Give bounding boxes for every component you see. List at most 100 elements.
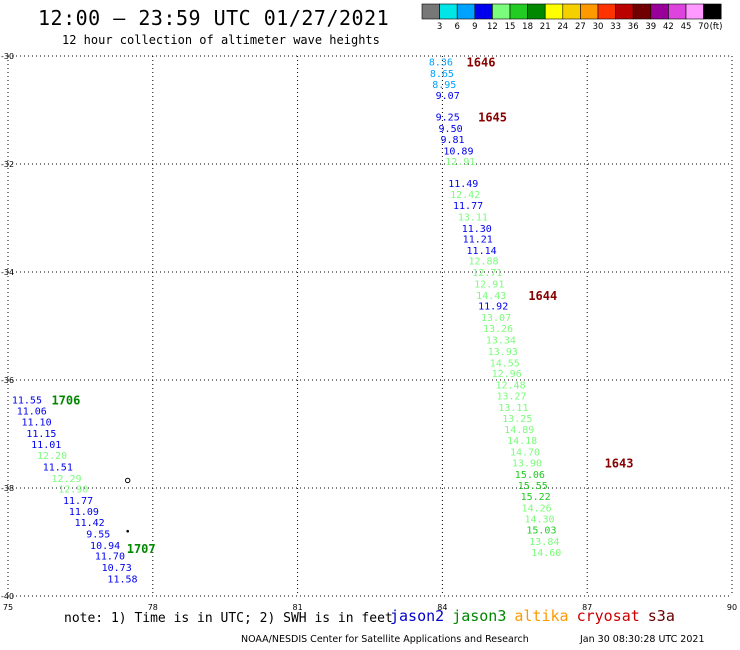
- color-scale-label: 45: [681, 22, 692, 32]
- wave-height-label: 11.06: [17, 406, 47, 417]
- wave-height-label: 14.26: [522, 504, 552, 515]
- x-tick-label: 90: [727, 603, 737, 612]
- wave-height-label: 13.93: [488, 347, 518, 358]
- y-tick-label: -32: [1, 160, 14, 169]
- color-scale-unit: (ft): [710, 22, 723, 32]
- pass-time-label: 1643: [605, 457, 634, 471]
- satellite-legend-item: s3a: [647, 607, 675, 625]
- color-scale-swatch: [685, 3, 704, 20]
- pass-time-label: 1646: [467, 55, 496, 69]
- wave-height-label: 10.89: [443, 147, 473, 158]
- wave-height-label: 13.26: [483, 324, 513, 335]
- credit-line: NOAA/NESDIS Center for Satellite Applica…: [241, 634, 529, 645]
- color-scale-swatch: [527, 3, 546, 20]
- color-scale-label: 15: [505, 22, 516, 32]
- wave-height-label: 11.70: [95, 552, 125, 563]
- wave-height-label: 14.70: [510, 447, 540, 458]
- color-scale-swatch: [668, 3, 687, 20]
- wave-height-label: 12.91: [474, 279, 504, 290]
- wave-height-label: 12.20: [37, 451, 67, 462]
- color-scale-swatch: [562, 3, 581, 20]
- satellite-legend-item: jason2: [390, 607, 445, 625]
- x-tick-label: 75: [3, 603, 13, 612]
- wave-height-label: 14.43: [476, 291, 506, 302]
- pass-time-label: 1644: [528, 289, 557, 303]
- color-scale-swatch: [632, 3, 652, 20]
- wave-height-label: 9.07: [436, 91, 460, 102]
- color-scale-label: 6: [454, 22, 459, 32]
- wave-height-label: 11.49: [448, 179, 478, 190]
- x-tick-label: 78: [148, 603, 158, 612]
- satellite-legend-item: cryosat: [576, 607, 640, 625]
- color-scale-label: 9: [472, 22, 477, 32]
- dot-marker: [126, 529, 130, 533]
- color-scale-label: 12: [487, 22, 498, 32]
- generation-timestamp: Jan 30 08:30:28 UTC 2021: [580, 634, 705, 645]
- y-tick-label: -30: [1, 52, 14, 61]
- wave-height-label: 11.14: [467, 246, 497, 257]
- ring-marker: [125, 477, 131, 484]
- wave-height-label: 14.55: [490, 358, 520, 369]
- wave-height-label: 11.10: [22, 418, 52, 429]
- wave-height-label: 11.21: [463, 235, 493, 246]
- wave-height-label: 9.55: [86, 529, 110, 540]
- color-scale-swatch: [474, 3, 493, 20]
- wave-height-label: 11.92: [478, 302, 508, 313]
- x-tick-label: 84: [437, 603, 447, 612]
- data-marks: 8.368.658.959.079.259.509.8110.8912.9111…: [12, 55, 634, 585]
- color-scale-label: 36: [628, 22, 639, 32]
- pass-time-label: 1707: [127, 542, 156, 556]
- chart-grid: [7, 55, 733, 597]
- color-scale-label: 39: [645, 22, 656, 32]
- x-tick-label: 87: [582, 603, 592, 612]
- wave-height-label: 8.65: [430, 69, 454, 80]
- color-scale-label: 33: [610, 22, 621, 32]
- wave-height-label: 10.73: [102, 563, 132, 574]
- satellite-legend-item: jason3: [452, 607, 507, 625]
- wave-height-label: 14.89: [504, 425, 534, 436]
- wave-height-label: 12.29: [51, 474, 81, 485]
- wave-height-label: 15.55: [518, 481, 548, 492]
- wave-height-label: 9.25: [436, 113, 460, 124]
- footnote: note: 1) Time is in UTC; 2) SWH is in fe…: [64, 611, 393, 626]
- pass-time-label: 1645: [478, 111, 507, 125]
- y-tick-label: -38: [1, 484, 14, 493]
- wave-height-label: 13.25: [502, 414, 532, 425]
- color-scale-legend: 3 6 9 12 15 18 21 24 27 30 33 36 39 42 45 70 (ft): [421, 3, 723, 32]
- wave-height-label: 11.51: [43, 462, 73, 473]
- wave-height-label: 8.36: [429, 57, 453, 68]
- color-scale-label: 3: [437, 22, 442, 32]
- wave-height-label: 13.34: [486, 336, 516, 347]
- wave-height-label: 11.55: [12, 396, 42, 407]
- wave-height-label: 11.77: [63, 496, 93, 507]
- color-scale-label: 30: [593, 22, 604, 32]
- wave-height-label: 11.30: [462, 224, 492, 235]
- color-scale-label: 70: [698, 22, 709, 32]
- x-tick-label: 81: [293, 603, 303, 612]
- color-scale-label: 24: [557, 22, 568, 32]
- wave-height-label: 8.95: [432, 80, 456, 91]
- y-tick-label: -34: [1, 268, 14, 277]
- wave-height-label: 11.15: [26, 429, 56, 440]
- color-scale-swatch: [650, 3, 669, 20]
- wave-height-label: 13.27: [496, 392, 526, 403]
- color-scale-swatch: [439, 3, 458, 20]
- color-scale-swatch: [703, 3, 722, 20]
- wave-height-label: 9.81: [440, 135, 464, 146]
- wave-height-label: 11.58: [107, 574, 137, 585]
- color-scale-label: 27: [575, 22, 586, 32]
- wave-height-label: 14.60: [531, 548, 561, 559]
- y-tick-label: -40: [1, 592, 14, 601]
- wave-height-label: 12.91: [445, 157, 475, 168]
- color-scale-swatch: [580, 3, 599, 20]
- wave-height-label: 9.50: [439, 124, 463, 135]
- color-scale-swatch: [615, 3, 634, 20]
- wave-height-label: 12.71: [472, 268, 502, 279]
- wave-height-label: 12.42: [450, 190, 480, 201]
- wave-height-label: 15.22: [521, 492, 551, 503]
- wave-height-label: 12.48: [495, 380, 525, 391]
- chart-title: 12:00 – 23:59 UTC 01/27/2021: [38, 6, 390, 30]
- wave-height-label: 15.06: [515, 470, 545, 481]
- color-scale-swatch: [492, 3, 511, 20]
